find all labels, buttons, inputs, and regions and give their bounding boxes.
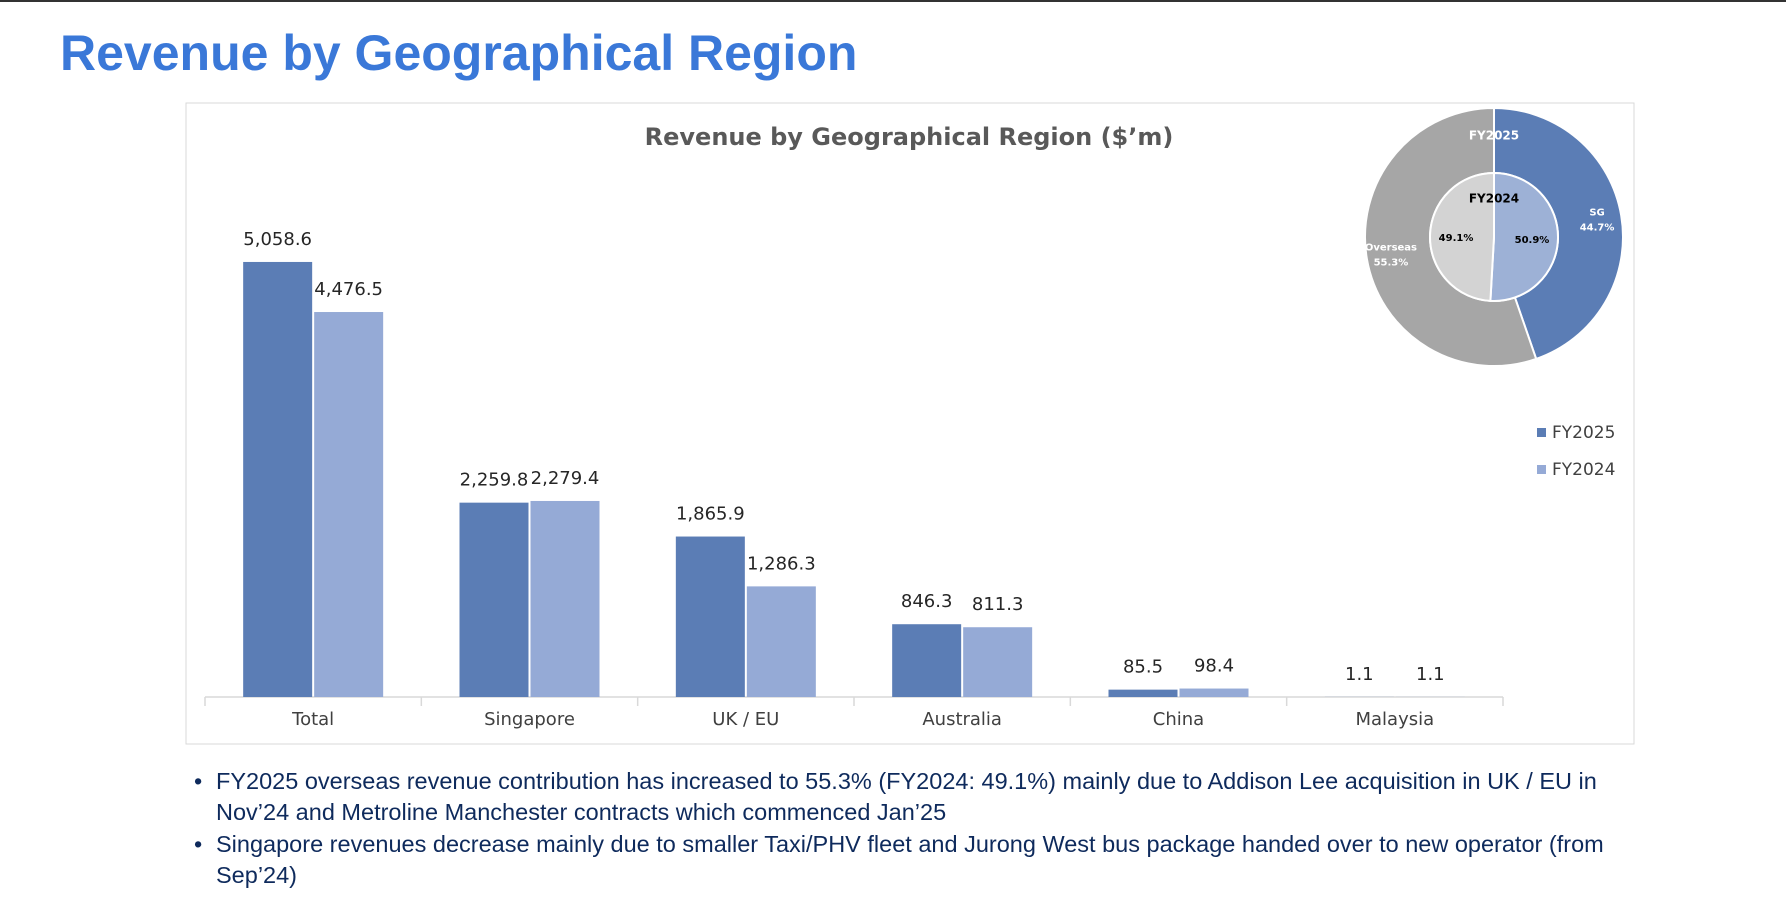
bullet: Singapore revenues decrease mainly due t… <box>194 829 1614 891</box>
legend-swatch <box>1537 465 1546 474</box>
data-label: 1.1 <box>1345 664 1374 685</box>
bullet-list: FY2025 overseas revenue contribution has… <box>194 766 1614 892</box>
slice-label: 50.9% <box>1515 235 1550 246</box>
legend-swatch <box>1537 428 1546 437</box>
bar <box>530 500 600 697</box>
slice-label: 49.1% <box>1439 233 1474 244</box>
data-label: 846.3 <box>901 591 953 612</box>
top-rule <box>0 0 1786 2</box>
data-label: 2,259.8 <box>460 470 529 491</box>
slice-category: SG <box>1589 208 1604 219</box>
ring-label: FY2024 <box>1469 192 1519 206</box>
data-label: 1,865.9 <box>676 504 745 525</box>
bar <box>243 261 313 697</box>
x-tick-label: China <box>1153 709 1204 730</box>
legend-label: FY2025 <box>1552 423 1615 443</box>
bar <box>892 624 962 697</box>
ring-label: FY2025 <box>1469 129 1519 143</box>
x-tick-label: Australia <box>922 709 1002 730</box>
chart-title: Revenue by Geographical Region ($’m) <box>645 123 1174 151</box>
data-label: 4,476.5 <box>314 279 383 300</box>
data-label: 811.3 <box>972 594 1024 615</box>
bar <box>459 502 529 697</box>
data-label: 5,058.6 <box>243 229 312 250</box>
x-tick-label: Singapore <box>484 709 575 730</box>
bar <box>314 312 384 697</box>
bar <box>1108 689 1178 697</box>
data-label: 85.5 <box>1123 657 1163 678</box>
pie-slice <box>1489 171 1559 302</box>
data-label: 2,279.4 <box>531 468 600 489</box>
bar <box>1179 688 1249 697</box>
slice-label: 44.7% <box>1580 223 1615 234</box>
bar <box>963 627 1033 697</box>
pie-slice <box>1429 171 1495 302</box>
page-title: Revenue by Geographical Region <box>60 25 858 81</box>
data-label: 1,286.3 <box>747 553 816 574</box>
bar <box>746 586 816 697</box>
slice-label: 55.3% <box>1374 257 1409 268</box>
x-tick-label: Malaysia <box>1356 709 1435 730</box>
x-tick-label: Total <box>291 709 334 730</box>
legend-label: FY2024 <box>1552 460 1615 480</box>
data-label: 98.4 <box>1194 656 1234 677</box>
bar <box>675 536 745 697</box>
data-label: 1.1 <box>1416 664 1445 685</box>
bullet: FY2025 overseas revenue contribution has… <box>194 766 1614 828</box>
slice-category: Overseas <box>1365 242 1417 253</box>
x-tick-label: UK / EU <box>712 709 779 730</box>
